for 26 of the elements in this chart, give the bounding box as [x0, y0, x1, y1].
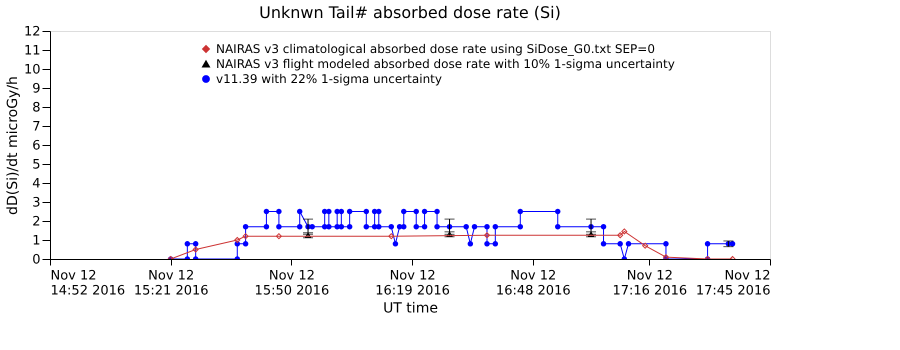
- x-axis-title: UT time: [383, 300, 438, 316]
- legend-label: NAIRAS v3 flight modeled absorbed dose rate with 10% 1-sigma uncertainty: [216, 57, 675, 71]
- y-tick-label: 12: [24, 24, 40, 40]
- x-tick-label: Nov 12 15:21 2016: [134, 268, 209, 298]
- y-tick-label: 8: [32, 100, 40, 116]
- y-tick-label: 0: [32, 252, 40, 268]
- y-tick-label: 3: [32, 196, 40, 210]
- y-axis-title: dD(Si)/dt microGy/h: [4, 76, 21, 215]
- x-tick-label: Nov 12 17:16 2016: [612, 268, 688, 298]
- x-tick-label: Nov 12 16:19 2016: [375, 268, 450, 298]
- legend-label: NAIRAS v3 climatological absorbed dose rate using SiDose_G0.txt SEP=0: [216, 42, 655, 56]
- x-tick-label: Nov 12 17:45 2016: [696, 268, 770, 298]
- legend-label: v11.39 with 22% 1-sigma uncertainty: [216, 72, 442, 86]
- x-tick-label: Nov 12 15:50 2016: [254, 268, 330, 298]
- y-tick-label: 4: [32, 176, 40, 192]
- y-tick-label: 5: [32, 158, 40, 172]
- chart-title: Unknwn Tail# absorbed dose rate (Si): [259, 3, 561, 22]
- y-tick-label: 10: [24, 62, 40, 78]
- x-tick-label: Nov 12 14:52 2016: [50, 268, 126, 298]
- y-tick-label: 6: [32, 138, 40, 154]
- y-tick-label: 1: [32, 234, 40, 248]
- y-tick-label: 7: [32, 120, 40, 134]
- y-tick-label: 9: [32, 82, 40, 96]
- y-tick-label: 11: [24, 44, 40, 58]
- x-tick-label: Nov 12 16:48 2016: [496, 268, 571, 298]
- y-tick-label: 2: [32, 214, 40, 230]
